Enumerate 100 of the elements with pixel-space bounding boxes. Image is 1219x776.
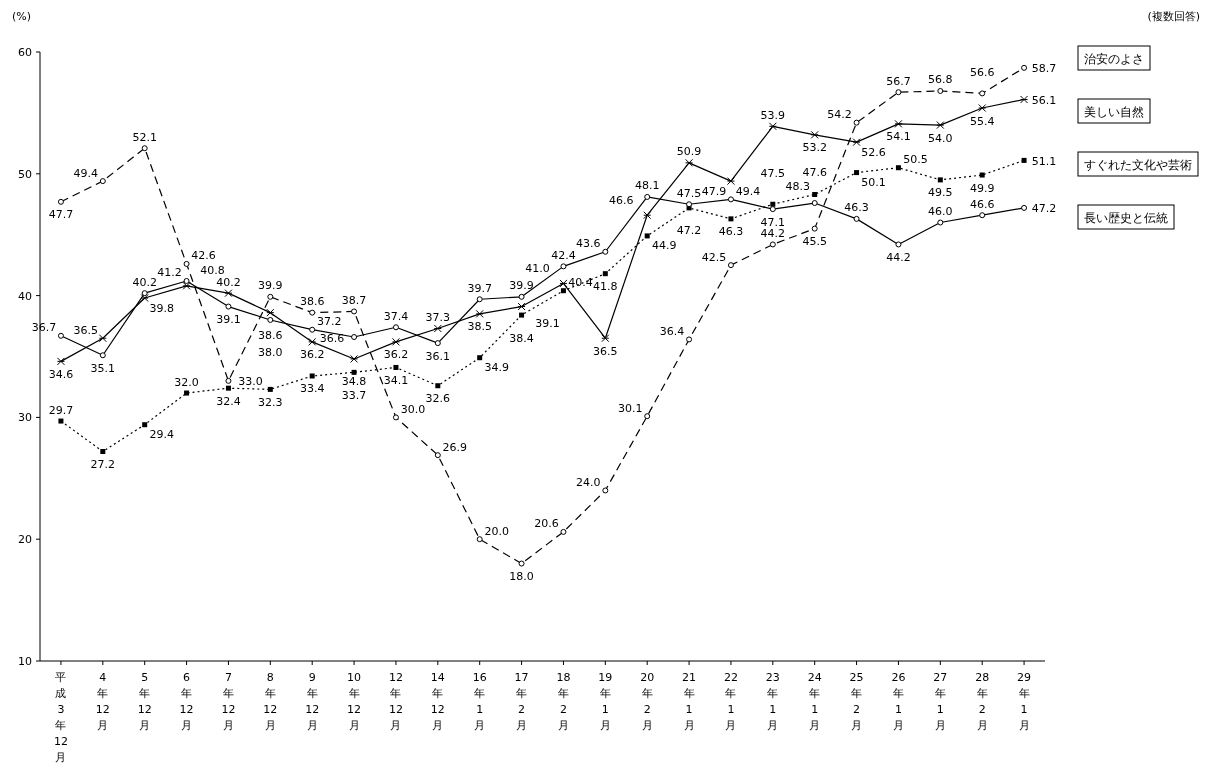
data-label: 46.6 <box>969 197 995 211</box>
data-label: 47.7 <box>48 208 74 222</box>
data-label: 43.6 <box>576 237 601 251</box>
data-label: 34.6 <box>48 367 74 381</box>
data-label: 54.1 <box>886 130 911 144</box>
data-label: 34.1 <box>383 373 409 387</box>
x-tick-label: 6年12月 <box>179 671 194 732</box>
data-label: 33.0 <box>238 375 263 389</box>
data-label: 49.9 <box>969 181 995 195</box>
data-label: 35.1 <box>90 361 116 375</box>
data-label: 56.8 <box>928 73 953 87</box>
data-label: 30.0 <box>400 402 426 416</box>
data-label: 39.1 <box>216 313 241 327</box>
data-label: 26.9 <box>442 440 468 454</box>
x-tick-label: 8年12月 <box>263 671 278 732</box>
data-label: 48.3 <box>785 180 810 194</box>
data-label: 24.0 <box>576 475 601 489</box>
data-label: 39.7 <box>467 281 492 295</box>
data-label: 38.4 <box>509 331 534 345</box>
data-label: 33.7 <box>341 388 367 402</box>
y-tick-label: 20 <box>18 533 32 547</box>
data-label: 38.0 <box>258 346 283 360</box>
x-tick-label: 14年12月 <box>430 671 445 732</box>
data-label: 44.2 <box>886 250 911 264</box>
data-label: 47.9 <box>701 184 727 198</box>
x-tick-label: 21年1月 <box>682 671 697 732</box>
text: 長い歴史と伝統 <box>1084 211 1168 225</box>
data-label: 47.5 <box>676 186 702 200</box>
data-label: 42.5 <box>701 250 727 264</box>
data-label: 46.3 <box>718 225 744 239</box>
data-label: 36.4 <box>659 324 685 338</box>
data-label: 52.1 <box>132 130 157 144</box>
x-tick-label: 7年12月 <box>221 671 236 732</box>
data-label: 38.6 <box>299 295 325 309</box>
data-label: 49.5 <box>928 186 953 200</box>
data-label: 44.2 <box>760 226 786 240</box>
data-label: 30.1 <box>617 401 643 415</box>
data-label: 56.1 <box>1031 94 1057 107</box>
x-tick-label: 5年12月 <box>137 671 152 732</box>
data-label: 47.2 <box>1031 202 1057 216</box>
data-label: 42.6 <box>191 249 216 263</box>
data-label: 48.1 <box>634 179 660 193</box>
data-label: 32.6 <box>425 392 451 406</box>
data-label: 36.7 <box>31 321 57 335</box>
y-tick-label: 10 <box>18 655 32 668</box>
y-tick-label: 50 <box>18 167 32 181</box>
x-tick-label: 26年1月 <box>891 671 906 732</box>
data-label: 45.5 <box>802 235 827 249</box>
data-label: 32.0 <box>174 375 199 389</box>
text: すぐれた文化や芸術 <box>1084 158 1192 172</box>
data-label: 32.4 <box>216 394 241 408</box>
data-label: 36.2 <box>383 348 409 362</box>
data-label: 56.7 <box>886 74 911 88</box>
x-tick-label: 19年1月 <box>598 671 613 732</box>
data-label: 20.6 <box>534 517 559 531</box>
data-label: 36.5 <box>593 344 618 358</box>
data-label: 33.4 <box>299 382 325 396</box>
data-label: 29.4 <box>149 428 174 442</box>
x-tick-label: 29年1月 <box>1017 671 1032 732</box>
data-label: 39.9 <box>258 279 283 293</box>
x-tick-label: 12年12月 <box>388 671 403 732</box>
data-label: 47.5 <box>760 166 786 180</box>
x-tick-label: 27年1月 <box>933 671 948 732</box>
data-label: 36.6 <box>319 331 345 345</box>
data-label: 36.5 <box>73 323 99 337</box>
x-tick-label: 20年2月 <box>640 671 655 732</box>
data-label: 46.0 <box>928 205 953 219</box>
data-label: 38.6 <box>258 329 283 343</box>
data-label: 39.9 <box>509 279 534 293</box>
x-tick-label: 平成3年12月 <box>53 671 68 764</box>
data-label: 27.2 <box>90 458 116 471</box>
data-label: 39.8 <box>149 301 174 315</box>
data-label: 36.1 <box>425 349 451 363</box>
data-label: 37.4 <box>383 309 409 323</box>
data-label: 44.9 <box>651 239 677 253</box>
data-label: 41.0 <box>525 261 550 275</box>
x-tick-label: 4年12月 <box>95 671 110 732</box>
data-label: 51.1 <box>1031 154 1057 168</box>
x-tick-label: 28年2月 <box>975 671 990 732</box>
data-label: 50.5 <box>903 153 928 167</box>
x-tick-label: 18年2月 <box>556 671 571 732</box>
data-label: 36.2 <box>299 348 325 362</box>
y-tick-label: 40 <box>18 289 32 303</box>
x-tick-label: 23年1月 <box>765 671 780 732</box>
data-label: 49.4 <box>73 166 99 180</box>
data-label: 46.6 <box>608 193 634 207</box>
text: 美しい自然 <box>1084 105 1144 119</box>
data-label: 39.1 <box>535 317 560 331</box>
y-tick-label: 30 <box>18 411 32 425</box>
data-label: 40.8 <box>200 264 225 278</box>
data-label: 54.2 <box>827 108 852 122</box>
data-label: 38.5 <box>467 320 492 334</box>
data-label: 38.7 <box>341 293 367 307</box>
data-label: 42.4 <box>551 248 576 262</box>
x-tick-label: 24年1月 <box>807 671 822 732</box>
data-label: 20.0 <box>484 524 509 538</box>
data-label: 52.6 <box>861 145 886 159</box>
x-tick-label: 22年1月 <box>723 671 738 732</box>
data-label: 49.4 <box>735 184 761 198</box>
data-label: 53.9 <box>760 108 786 122</box>
